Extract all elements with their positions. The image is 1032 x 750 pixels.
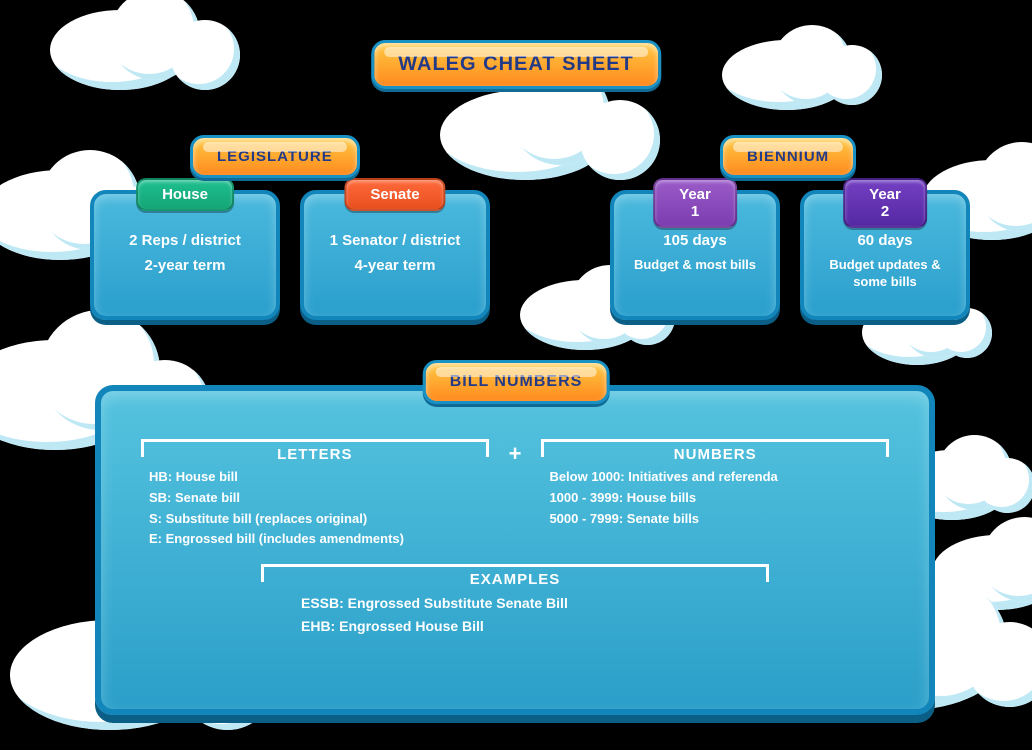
cloud-deco bbox=[50, 10, 190, 90]
plus-symbol: + bbox=[509, 441, 522, 467]
examples-header: EXAMPLES bbox=[261, 564, 769, 582]
list-item: 1000 - 3999: House bills bbox=[549, 488, 881, 509]
senate-line2: 4-year term bbox=[318, 257, 472, 274]
numbers-header: NUMBERS bbox=[541, 439, 889, 457]
cloud-deco bbox=[722, 40, 852, 110]
letters-header: LETTERS bbox=[141, 439, 489, 457]
house-line2: 2-year term bbox=[108, 257, 262, 274]
bill-numbers-panel: LETTERS HB: House billSB: Senate billS: … bbox=[95, 385, 935, 715]
bill-numbers-label: BILL NUMBERS bbox=[423, 360, 610, 404]
biennium-label: BIENNIUM bbox=[720, 135, 856, 178]
letters-body: HB: House billSB: Senate billS: Substitu… bbox=[141, 467, 489, 550]
house-line1: 2 Reps / district bbox=[108, 232, 262, 249]
card-house: House 2 Reps / district 2-year term bbox=[90, 190, 280, 320]
examples-body: ESSB: Engrossed Substitute Senate BillEH… bbox=[141, 592, 889, 637]
year2-line2: Budget updates & some bills bbox=[818, 257, 952, 291]
list-item: Below 1000: Initiatives and referenda bbox=[549, 467, 881, 488]
examples-section: EXAMPLES ESSB: Engrossed Substitute Sena… bbox=[141, 564, 889, 637]
list-item: E: Engrossed bill (includes amendments) bbox=[149, 529, 481, 550]
tab-year2: Year 2 bbox=[843, 178, 927, 228]
list-item: EHB: Engrossed House Bill bbox=[301, 615, 889, 637]
tab-year1: Year 1 bbox=[653, 178, 737, 228]
cloud-deco bbox=[440, 90, 610, 180]
list-item: S: Substitute bill (replaces original) bbox=[149, 509, 481, 530]
numbers-body: Below 1000: Initiatives and referenda100… bbox=[541, 467, 889, 529]
list-item: ESSB: Engrossed Substitute Senate Bill bbox=[301, 592, 889, 614]
legislature-label: LEGISLATURE bbox=[190, 135, 360, 178]
list-item: 5000 - 7999: Senate bills bbox=[549, 509, 881, 530]
year2-line1: 60 days bbox=[818, 232, 952, 249]
list-item: HB: House bill bbox=[149, 467, 481, 488]
card-senate: Senate 1 Senator / district 4-year term bbox=[300, 190, 490, 320]
year1-line2: Budget & most bills bbox=[628, 257, 762, 274]
tab-senate: Senate bbox=[344, 178, 445, 211]
card-year2: Year 2 60 days Budget updates & some bil… bbox=[800, 190, 970, 320]
title-pill: WALEG CHEAT SHEET bbox=[371, 40, 661, 89]
senate-line1: 1 Senator / district bbox=[318, 232, 472, 249]
numbers-column: NUMBERS Below 1000: Initiatives and refe… bbox=[541, 439, 889, 529]
tab-house: House bbox=[136, 178, 234, 211]
letters-column: LETTERS HB: House billSB: Senate billS: … bbox=[141, 439, 489, 550]
list-item: SB: Senate bill bbox=[149, 488, 481, 509]
card-year1: Year 1 105 days Budget & most bills bbox=[610, 190, 780, 320]
year1-line1: 105 days bbox=[628, 232, 762, 249]
